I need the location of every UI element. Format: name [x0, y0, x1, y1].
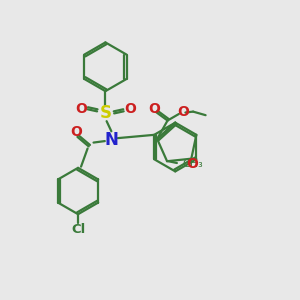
Text: O: O — [75, 102, 87, 116]
Text: Cl: Cl — [71, 223, 85, 236]
Text: N: N — [104, 130, 118, 148]
Text: O: O — [148, 102, 160, 116]
Text: CH₃: CH₃ — [182, 159, 203, 169]
Text: O: O — [177, 105, 189, 118]
Text: O: O — [124, 102, 136, 116]
Text: O: O — [70, 125, 82, 139]
Text: S: S — [99, 104, 111, 122]
Text: O: O — [186, 157, 198, 171]
